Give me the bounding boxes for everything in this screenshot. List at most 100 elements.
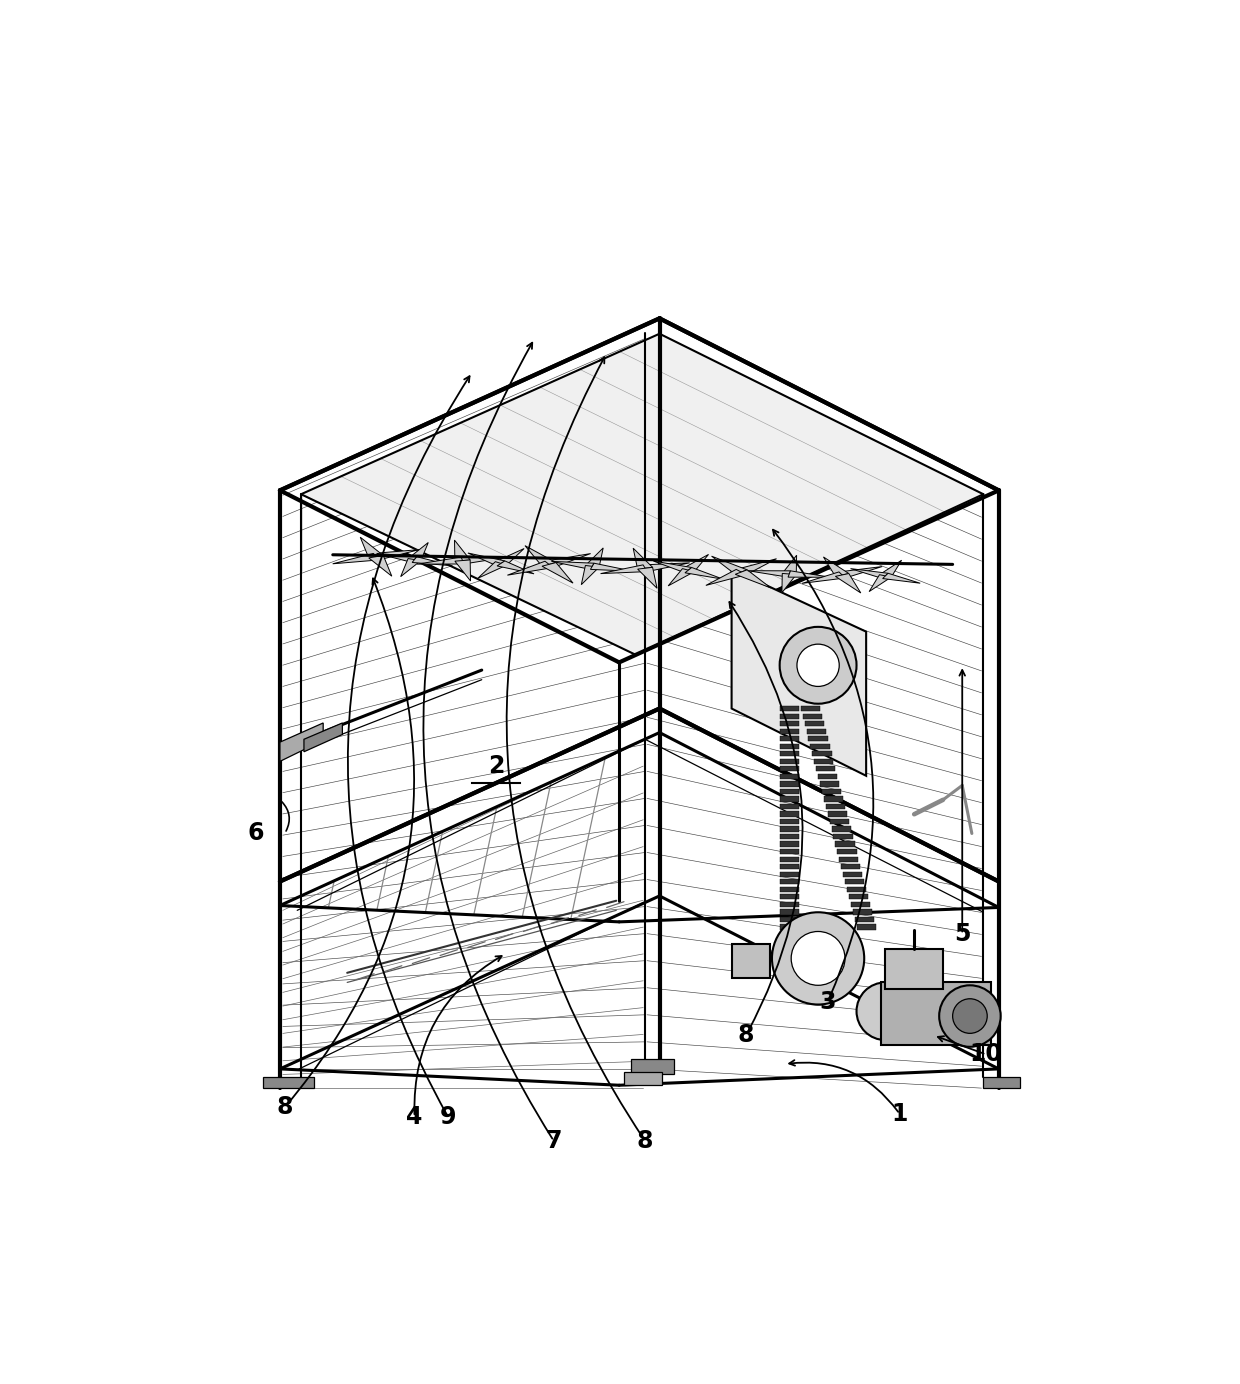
Polygon shape	[839, 566, 882, 579]
Polygon shape	[737, 559, 776, 574]
Polygon shape	[780, 811, 799, 817]
Polygon shape	[883, 573, 920, 583]
Polygon shape	[780, 819, 799, 823]
Polygon shape	[780, 864, 799, 869]
Polygon shape	[801, 706, 820, 711]
Text: 5: 5	[954, 922, 971, 947]
Text: 6: 6	[248, 822, 264, 846]
Polygon shape	[780, 916, 799, 922]
Circle shape	[773, 912, 864, 1005]
Polygon shape	[780, 872, 799, 877]
Polygon shape	[780, 781, 799, 786]
Polygon shape	[631, 1059, 675, 1074]
Polygon shape	[780, 841, 799, 847]
Polygon shape	[263, 1077, 314, 1088]
Polygon shape	[780, 902, 799, 907]
Polygon shape	[780, 909, 799, 915]
Polygon shape	[851, 569, 888, 579]
Polygon shape	[412, 556, 453, 566]
Polygon shape	[823, 796, 843, 801]
Polygon shape	[706, 569, 746, 585]
Polygon shape	[637, 567, 657, 588]
Polygon shape	[280, 722, 324, 761]
Polygon shape	[822, 789, 841, 794]
Polygon shape	[808, 736, 828, 742]
Polygon shape	[780, 826, 799, 832]
Polygon shape	[841, 864, 861, 869]
Polygon shape	[507, 562, 553, 576]
Polygon shape	[830, 819, 849, 823]
Polygon shape	[780, 848, 799, 854]
Polygon shape	[780, 925, 799, 930]
Polygon shape	[879, 561, 901, 577]
Polygon shape	[885, 949, 942, 990]
Polygon shape	[780, 804, 799, 810]
Polygon shape	[802, 714, 822, 718]
Polygon shape	[811, 743, 830, 749]
Polygon shape	[780, 721, 799, 727]
Polygon shape	[849, 894, 868, 900]
Polygon shape	[782, 555, 796, 574]
Polygon shape	[847, 887, 866, 891]
Text: 2: 2	[489, 754, 505, 778]
Polygon shape	[684, 567, 723, 580]
Polygon shape	[477, 562, 506, 579]
Polygon shape	[806, 728, 826, 734]
Polygon shape	[585, 548, 603, 567]
Polygon shape	[836, 573, 861, 592]
Polygon shape	[467, 554, 505, 566]
Text: 8: 8	[277, 1095, 293, 1120]
Polygon shape	[552, 562, 594, 569]
Text: 10: 10	[970, 1042, 1003, 1067]
Circle shape	[780, 627, 857, 703]
Polygon shape	[854, 916, 874, 922]
Polygon shape	[780, 743, 799, 749]
Circle shape	[797, 644, 839, 686]
Polygon shape	[843, 872, 862, 877]
Polygon shape	[789, 570, 831, 577]
Polygon shape	[853, 909, 872, 915]
Polygon shape	[983, 1077, 1019, 1088]
Polygon shape	[780, 758, 799, 764]
Polygon shape	[880, 983, 991, 1045]
Polygon shape	[802, 572, 846, 584]
Polygon shape	[780, 894, 799, 900]
Circle shape	[791, 931, 844, 985]
Polygon shape	[682, 555, 708, 572]
Polygon shape	[304, 722, 342, 752]
Polygon shape	[816, 767, 836, 771]
Polygon shape	[624, 1071, 662, 1085]
Polygon shape	[525, 545, 556, 566]
Polygon shape	[377, 554, 417, 562]
Polygon shape	[839, 857, 858, 862]
Polygon shape	[832, 826, 851, 832]
Polygon shape	[732, 569, 866, 776]
Polygon shape	[455, 561, 470, 581]
Polygon shape	[668, 569, 694, 585]
Text: 4: 4	[407, 1104, 423, 1129]
Polygon shape	[780, 706, 799, 711]
Polygon shape	[600, 565, 647, 573]
Polygon shape	[542, 562, 573, 583]
Polygon shape	[780, 887, 799, 891]
Polygon shape	[301, 334, 983, 655]
Polygon shape	[805, 721, 823, 727]
Polygon shape	[844, 879, 864, 884]
Polygon shape	[712, 556, 748, 574]
Polygon shape	[590, 563, 634, 572]
Text: 8: 8	[738, 1023, 754, 1048]
Text: 8: 8	[637, 1129, 653, 1153]
Circle shape	[857, 983, 914, 1039]
Polygon shape	[780, 714, 799, 718]
Polygon shape	[644, 563, 689, 572]
Polygon shape	[823, 556, 849, 576]
Text: 1: 1	[892, 1102, 908, 1127]
Polygon shape	[497, 561, 534, 574]
Polygon shape	[582, 566, 599, 584]
Polygon shape	[857, 925, 875, 930]
Text: 3: 3	[820, 990, 836, 1013]
Polygon shape	[826, 804, 844, 810]
Polygon shape	[332, 554, 378, 563]
Polygon shape	[461, 556, 508, 563]
Text: 9: 9	[440, 1104, 456, 1129]
